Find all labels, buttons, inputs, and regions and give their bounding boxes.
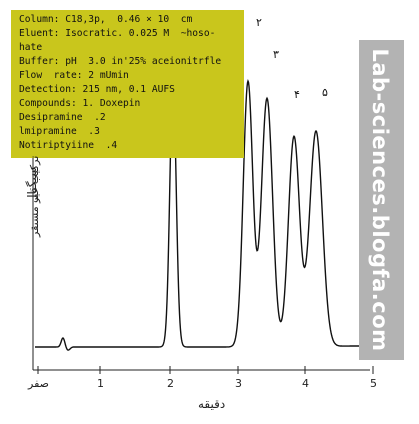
watermark-text: Lab-sciences.blogfa.com bbox=[368, 48, 392, 352]
x-axis-label: دقیقه bbox=[198, 397, 226, 411]
info-line-8: Desipramine .2 bbox=[19, 112, 106, 123]
chromatogram-trace bbox=[35, 79, 360, 351]
peak-label-4: ۴ bbox=[294, 88, 300, 101]
x-tick-label-صفر: صفر bbox=[27, 377, 49, 390]
info-line-1: Column: C18,3p, 0.46 × 10 cm bbox=[19, 14, 193, 25]
info-line-7: Compounds: 1. Doxepin bbox=[19, 98, 141, 109]
x-tick-label-5: 5 bbox=[370, 377, 377, 390]
unstable-compound-annotation: ترکیب غیر مستقر bbox=[28, 155, 41, 237]
axes bbox=[32, 150, 370, 371]
info-line-2: Eluent: Isocratic. 0.025 M ~hoso- bbox=[19, 28, 216, 39]
info-line-4: Buffer: pH 3.0 in'25% aceionitrfle bbox=[19, 56, 222, 67]
peak-label-3: ٣ bbox=[273, 48, 279, 61]
info-line-6: Detection: 215 nm, 0.1 AUFS bbox=[19, 84, 175, 95]
x-tick-label-4: 4 bbox=[302, 377, 309, 390]
x-tick-label-2: 2 bbox=[167, 377, 174, 390]
info-line-5: Flow rate: 2 mUmin bbox=[19, 70, 129, 81]
info-line-9: lmipramine .3 bbox=[19, 126, 100, 137]
x-tick-label-1: 1 bbox=[97, 377, 104, 390]
info-line-3: hate bbox=[19, 42, 43, 53]
x-axis-ticks: صفر 1 2 3 4 5 bbox=[27, 366, 377, 390]
peak-label-5: ۵ bbox=[322, 86, 328, 99]
x-tick-label-3: 3 bbox=[235, 377, 242, 390]
method-conditions-box: Column: C18,3p, 0.46 × 10 cm Eluent: Isoc… bbox=[11, 10, 244, 158]
watermark-band bbox=[359, 40, 404, 360]
info-line-10: Notiriptyiine .4 bbox=[19, 140, 118, 151]
peak-label-2: ٢ bbox=[256, 16, 262, 29]
